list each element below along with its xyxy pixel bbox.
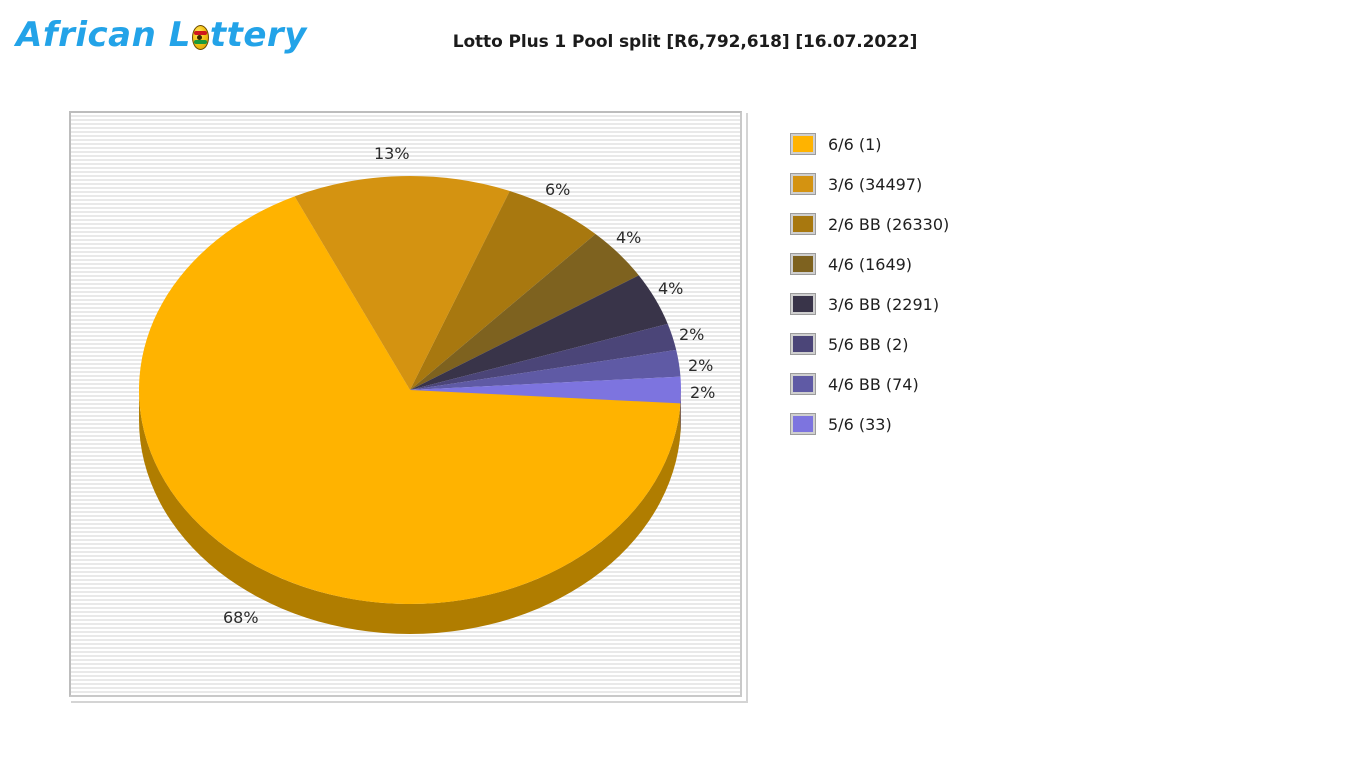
pie-slice[interactable]: 5/6 BB (2) — 2% (410, 323, 677, 390)
legend-swatch-fill (793, 216, 813, 232)
legend-item[interactable]: 2/6 BB (26330) (790, 204, 1060, 244)
legend-swatch-fill (793, 256, 813, 272)
legend-color-swatch (790, 133, 816, 155)
pie-slice[interactable]: 6/6 (1) — 68% (138, 196, 681, 604)
legend-swatch-fill (793, 136, 813, 152)
pie-slice[interactable]: 2/6 BB (26330) — 6% (410, 191, 596, 390)
pie-percent-label: 68% (223, 608, 259, 627)
pie-slice-side (680, 390, 681, 434)
legend-item-label: 5/6 (33) (828, 414, 892, 434)
legend-swatch-fill (793, 336, 813, 352)
pie-slice[interactable]: 5/6 (33) — 2% (410, 376, 682, 404)
legend-color-swatch (790, 253, 816, 275)
legend-swatch-fill (793, 416, 813, 432)
legend-item-label: 2/6 BB (26330) (828, 214, 950, 234)
legend-color-swatch (790, 333, 816, 355)
pie-slices: 6/6 (1) — 68%3/6 (34497) — 13%2/6 BB (26… (138, 176, 682, 604)
pie-3d-sides (139, 390, 681, 634)
pie-percent-label: 13% (374, 144, 410, 163)
legend-item-label: 3/6 (34497) (828, 174, 923, 194)
pie-percent-label: 6% (545, 180, 571, 199)
pie-percent-label: 4% (658, 279, 684, 298)
logo-word-lottery-prefix: L (168, 15, 191, 55)
legend-color-swatch (790, 173, 816, 195)
pie-percent-label: 4% (616, 228, 642, 247)
legend-item[interactable]: 3/6 (34497) (790, 164, 1060, 204)
chart-title: Lotto Plus 1 Pool split [R6,792,618] [16… (452, 32, 918, 52)
pie-chart: 6/6 (1) — 68%3/6 (34497) — 13%2/6 BB (26… (138, 176, 682, 634)
pie-percent-label: 2% (690, 383, 716, 402)
legend-color-swatch (790, 373, 816, 395)
legend-item-label: 5/6 BB (2) (828, 334, 909, 354)
chart-legend: 6/6 (1) 3/6 (34497) 2/6 BB (26330) 4/6 (164… (790, 124, 1060, 444)
logo-word-african: African (16, 15, 157, 55)
legend-swatch-fill (793, 296, 813, 312)
pie-slice[interactable]: 3/6 (34497) — 13% (294, 176, 510, 390)
legend-item[interactable]: 4/6 BB (74) (790, 364, 1060, 404)
pie-percent-label: 2% (679, 325, 705, 344)
pie-slice[interactable]: 4/6 BB (74) — 2% (410, 349, 681, 390)
legend-item-label: 6/6 (1) (828, 134, 882, 154)
legend-color-swatch (790, 213, 816, 235)
lottery-ball-core (197, 34, 203, 40)
legend-item[interactable]: 4/6 (1649) (790, 244, 1060, 284)
plot-panel: 6/6 (1) — 68%3/6 (34497) — 13%2/6 BB (26… (69, 111, 742, 697)
legend-item[interactable]: 3/6 BB (2291) (790, 284, 1060, 324)
legend-item[interactable]: 5/6 BB (2) (790, 324, 1060, 364)
legend-item-label: 4/6 BB (74) (828, 374, 919, 394)
legend-item-label: 3/6 BB (2291) (828, 294, 940, 314)
legend-item-label: 4/6 (1649) (828, 254, 913, 274)
legend-item[interactable]: 6/6 (1) (790, 124, 1060, 164)
legend-color-swatch (790, 413, 816, 435)
legend-swatch-fill (793, 376, 813, 392)
pie-slice[interactable]: 4/6 (1649) — 4% (410, 234, 639, 390)
legend-swatch-fill (793, 176, 813, 192)
legend-color-swatch (790, 293, 816, 315)
pie-slice[interactable]: 3/6 BB (2291) — 4% (410, 275, 668, 390)
legend-item[interactable]: 5/6 (33) (790, 404, 1060, 444)
lottery-ball-icon (191, 24, 209, 50)
logo-word-lottery-suffix: ttery (209, 15, 307, 55)
pie-percent-label: 2% (688, 356, 714, 375)
